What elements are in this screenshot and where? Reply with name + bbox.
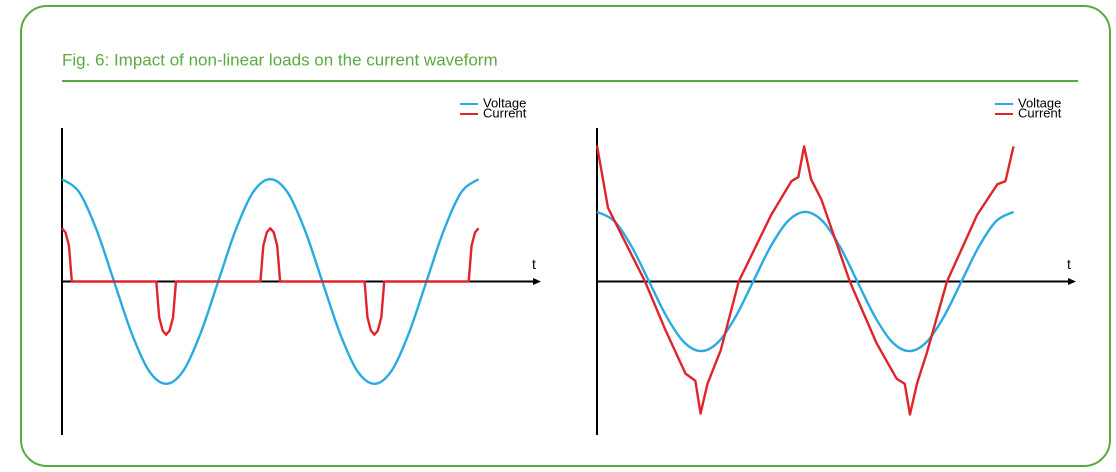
x-axis-arrow bbox=[533, 278, 541, 285]
legend-label: Current bbox=[1018, 105, 1062, 120]
series-line bbox=[61, 177, 480, 386]
series-line bbox=[595, 145, 1015, 416]
x-axis-label: t bbox=[532, 256, 536, 272]
panel-border bbox=[20, 5, 1111, 467]
legend-label: Voltage bbox=[483, 95, 526, 110]
legend-label: Voltage bbox=[1018, 95, 1061, 110]
series-line bbox=[61, 227, 480, 336]
x-axis-arrow bbox=[1068, 278, 1076, 285]
series-line bbox=[596, 210, 1015, 353]
x-axis-label: t bbox=[1067, 256, 1071, 272]
legend-label: Current bbox=[483, 105, 527, 120]
figure-title: Fig. 6: Impact of non-linear loads on th… bbox=[62, 50, 498, 69]
